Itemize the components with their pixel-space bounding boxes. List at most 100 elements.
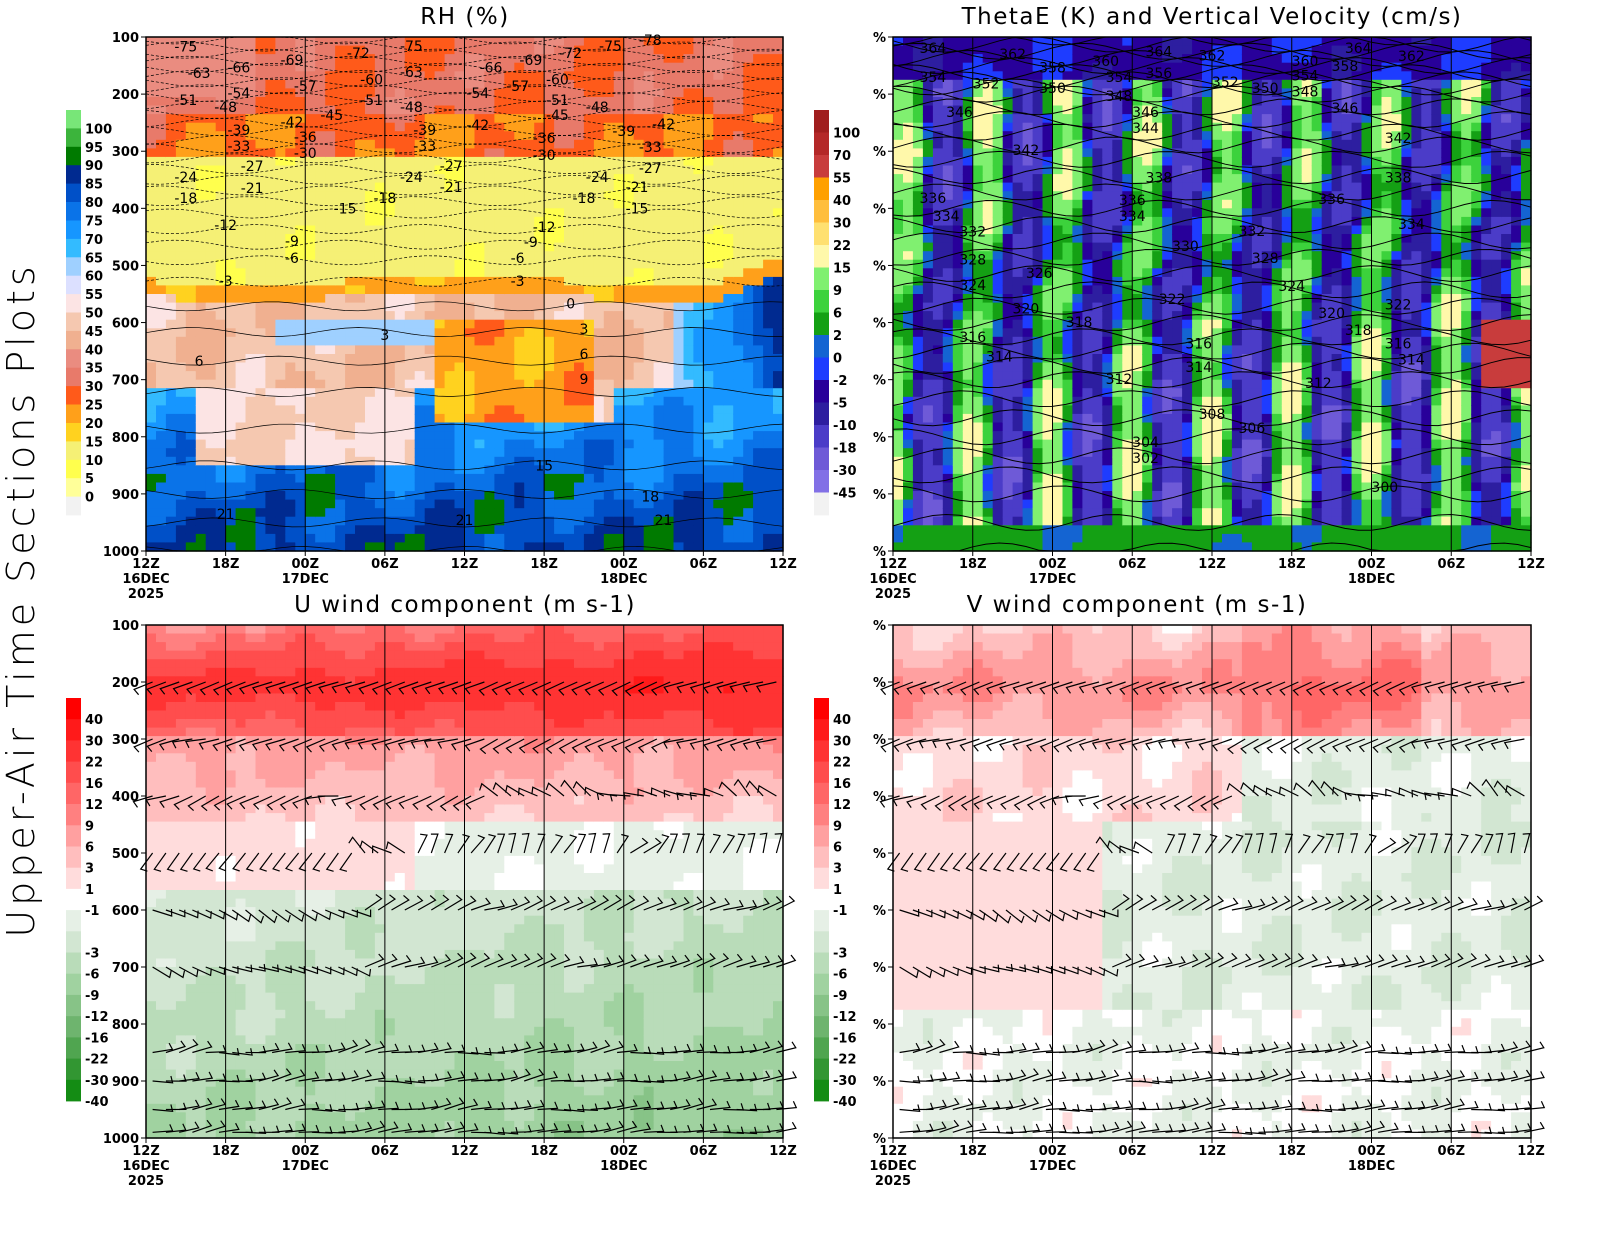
contour-cell: [365, 54, 376, 64]
contour-cell: [603, 216, 615, 227]
contour-cell: [534, 456, 545, 466]
contour-cell: [912, 311, 924, 321]
contour-cell: [454, 165, 466, 175]
contour-cell: [1002, 542, 1014, 552]
contour-cell: [942, 294, 954, 304]
contour-cell: [205, 268, 217, 278]
contour-cell: [912, 174, 924, 184]
contour-cell: [305, 345, 316, 355]
contour-cell: [265, 54, 276, 64]
contour-cell: [992, 516, 1004, 526]
contour-cell: [175, 79, 187, 89]
contour-cell: [633, 268, 645, 278]
contour-cell: [564, 182, 575, 192]
contour-cell: [464, 45, 476, 55]
contour-cell: [255, 491, 267, 501]
contour-cell: [962, 439, 974, 449]
contour-cell: [893, 336, 904, 346]
contour-cell: [723, 516, 734, 526]
contour-cell: [982, 165, 994, 175]
contour-cell: [554, 242, 565, 252]
contour-cell: [514, 251, 525, 261]
contour-cell: [922, 37, 934, 47]
contour-cell: [564, 413, 575, 424]
contour-cell: [982, 491, 994, 501]
contour-cell: [424, 122, 436, 132]
contour-cell: [265, 491, 276, 501]
contour-cell: [355, 276, 366, 287]
contour-cell: [305, 379, 316, 389]
contour-cell: [414, 302, 426, 312]
contour-cell: [235, 79, 247, 89]
contour-cell: [424, 336, 436, 346]
contour-cell: [1012, 371, 1024, 381]
contour-cell: [374, 499, 386, 509]
contour-cell: [643, 191, 655, 201]
contour-cell: [255, 525, 267, 535]
contour-cell: [593, 285, 605, 295]
contour-cell: [593, 473, 605, 484]
contour-cell: [733, 71, 744, 81]
contour-cell: [554, 294, 565, 304]
contour-cell: [215, 499, 227, 509]
contour-cell: [394, 422, 406, 432]
contour-cell: [1032, 225, 1044, 235]
contour-cell: [514, 242, 525, 252]
contour-cell: [713, 439, 724, 449]
contour-cell: [514, 328, 525, 338]
contour-cell: [643, 54, 655, 64]
contour-cell: [464, 79, 476, 89]
contour-cell: [753, 174, 764, 184]
contour-cell: [733, 37, 744, 47]
contour-cell: [285, 199, 296, 209]
contour-cell: [912, 216, 924, 227]
contour-cell: [922, 131, 934, 141]
contour-cell: [683, 216, 695, 227]
contour-cell: [992, 234, 1004, 244]
contour-cell: [494, 234, 505, 244]
contour-cell: [893, 276, 904, 287]
contour-cell: [404, 268, 416, 278]
contour-cell: [474, 396, 486, 406]
contour-cell: [484, 371, 495, 381]
contour-cell: [773, 491, 784, 501]
contour-cell: [325, 482, 336, 492]
contour-cell: [554, 422, 565, 432]
contour-cell: [454, 362, 466, 372]
contour-cell: [504, 516, 515, 526]
contour-cell: [603, 79, 615, 89]
contour-cell: [713, 268, 724, 278]
contour-cell: [165, 473, 177, 484]
contour-cell: [175, 405, 187, 415]
contour-cell: [603, 54, 615, 64]
contour-cell: [444, 114, 456, 124]
contour-cell: [763, 199, 774, 209]
contour-cell: [554, 508, 565, 518]
contour-cell: [245, 371, 257, 381]
contour-cell: [723, 491, 734, 501]
contour-cell: [972, 182, 984, 192]
contour-cell: [773, 156, 784, 167]
contour-cell: [235, 97, 247, 107]
contour-cell: [355, 234, 366, 244]
contour-cell: [335, 294, 346, 304]
contour-cell: [185, 131, 197, 141]
contour-cell: [603, 208, 615, 218]
contour-cell: [235, 413, 247, 424]
contour-cell: [474, 122, 486, 132]
contour-cell: [1012, 362, 1024, 372]
contour-cell: [912, 508, 924, 518]
contour-cell: [394, 405, 406, 415]
contour-cell: [534, 319, 545, 329]
contour-cell: [693, 54, 704, 64]
contour-cell: [773, 131, 784, 141]
contour-cell: [992, 54, 1004, 64]
contour-cell: [524, 139, 535, 149]
contour-cell: [922, 199, 934, 209]
contour-cell: [215, 216, 227, 227]
contour-cell: [146, 319, 157, 329]
contour-cell: [992, 533, 1004, 544]
contour-cell: [903, 62, 914, 72]
contour-cell: [743, 542, 754, 552]
contour-cell: [484, 114, 495, 124]
